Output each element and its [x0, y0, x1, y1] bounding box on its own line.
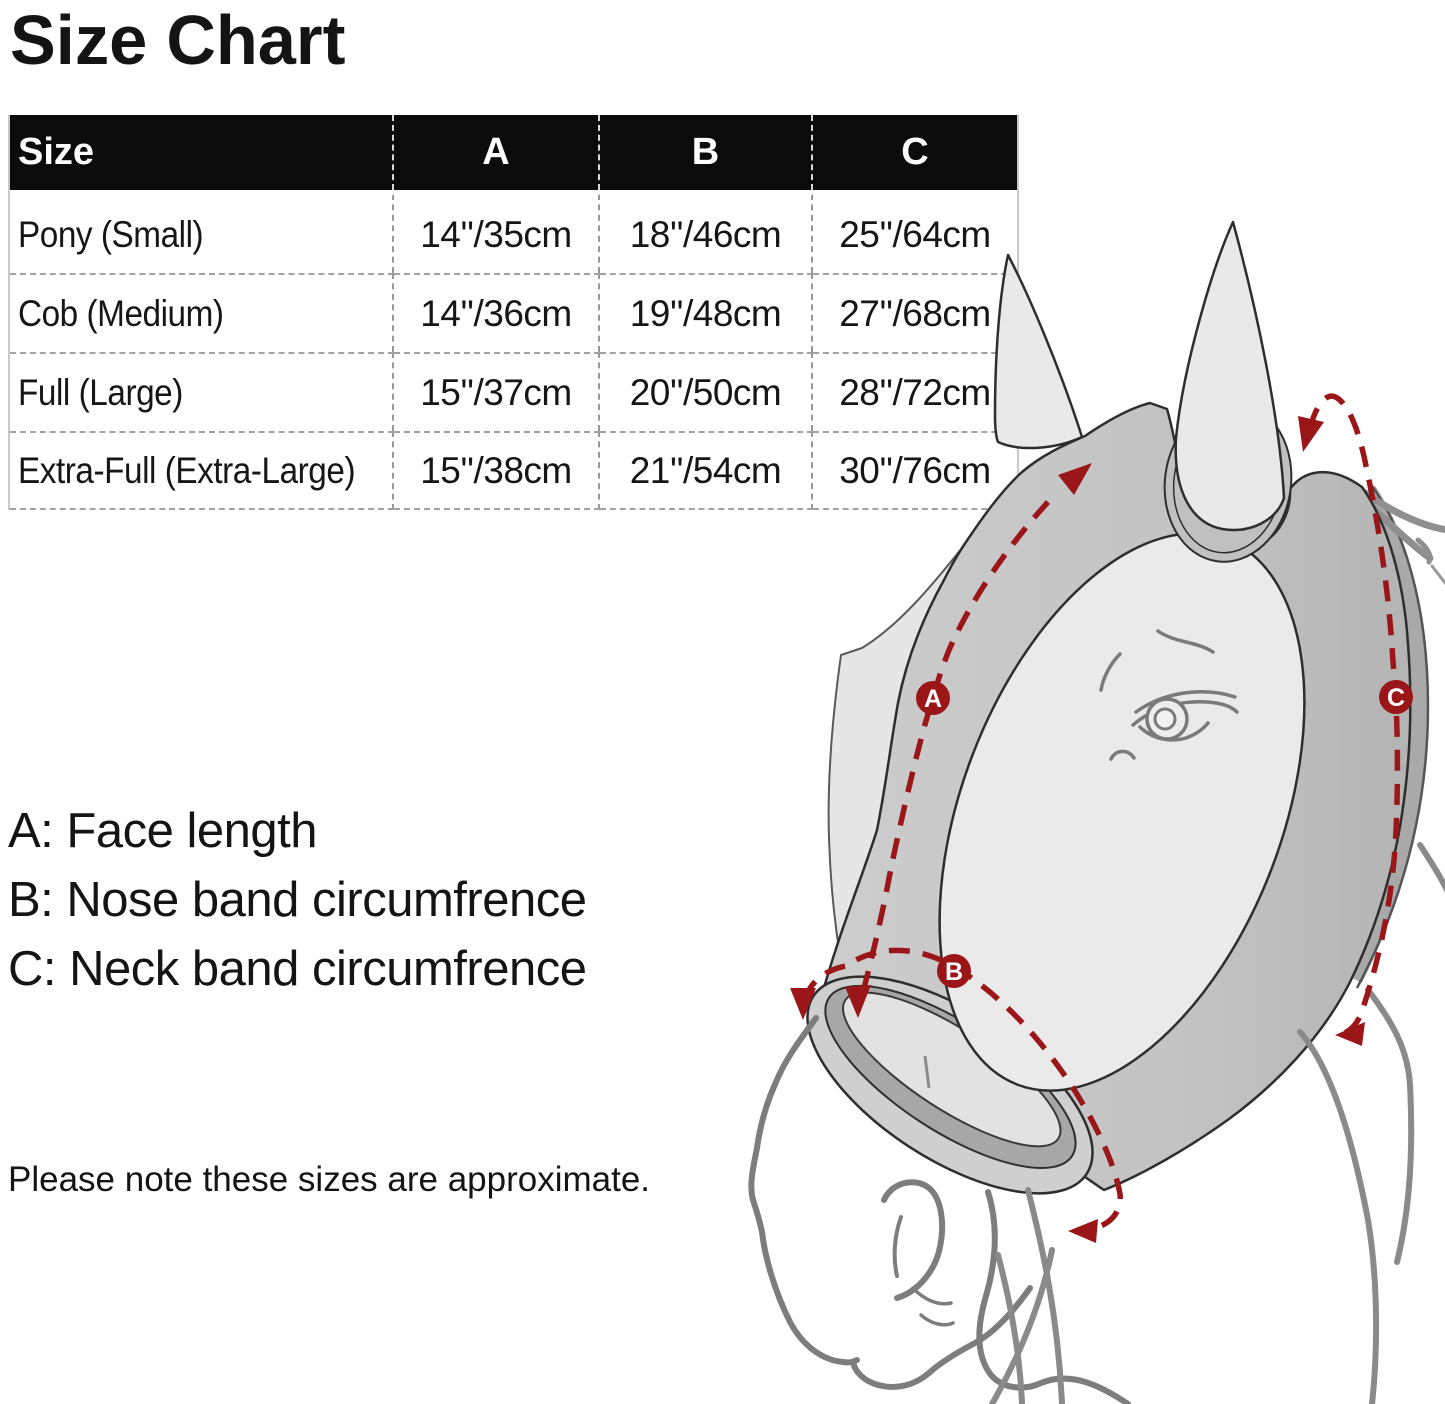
- table-header-size: Size: [10, 115, 394, 190]
- measurement-legend: A: Face length B: Nose band circumfrence…: [8, 797, 587, 1004]
- table-header-c: C: [813, 115, 1017, 190]
- table-cell: 14''/35cm: [394, 194, 600, 273]
- table-cell: 25''/64cm: [813, 194, 1017, 273]
- horse-eye: [1099, 629, 1239, 761]
- marker-b: B: [937, 954, 971, 988]
- size-name: Full (Large): [18, 371, 183, 413]
- muzzle-shading-line: [923, 1055, 931, 1089]
- table-cell: Pony (Small): [10, 194, 394, 273]
- size-name: Extra-Full (Extra-Large): [18, 449, 356, 491]
- forelock-strands: [1352, 483, 1445, 586]
- table-cell: Extra-Full (Extra-Large): [10, 431, 394, 510]
- legend-item-c: C: Neck band circumfrence: [8, 942, 587, 996]
- page-title: Size Chart: [10, 1, 346, 79]
- size-name: Cob (Medium): [18, 292, 224, 334]
- legend-item-a: A: Face length: [8, 804, 317, 858]
- measurement-arrows: [803, 393, 1401, 1233]
- marker-c-letter: C: [1387, 684, 1405, 712]
- mane-strands: [989, 842, 1445, 1404]
- table-cell: 28''/72cm: [813, 352, 1017, 431]
- horse-muzzle: [748, 1015, 1131, 1404]
- nose-band: [806, 975, 1094, 1195]
- size-table: Size A B C Pony (Small) 14''/35cm 18''/4…: [8, 115, 1019, 510]
- table-cell: Cob (Medium): [10, 273, 394, 352]
- table-cell: 14''/36cm: [394, 273, 600, 352]
- table-cell: 20''/50cm: [600, 352, 813, 431]
- table-cell: Full (Large): [10, 352, 394, 431]
- neck-outline: [1355, 485, 1430, 989]
- marker-a-letter: A: [924, 685, 942, 713]
- approximate-note: Please note these sizes are approximate.: [8, 1160, 651, 1199]
- table-cell: 15''/38cm: [394, 431, 600, 510]
- table-header-a: A: [394, 115, 600, 190]
- horse-cheek: [827, 547, 963, 1031]
- marker-b-letter: B: [945, 958, 963, 986]
- measure-c-line: [1307, 393, 1401, 1037]
- nostril: [881, 1179, 946, 1301]
- table-cell: 18''/46cm: [600, 194, 813, 273]
- arrowheads: [790, 416, 1365, 1243]
- table-header-b: B: [600, 115, 813, 190]
- eye-panel: [938, 532, 1306, 1092]
- horse-ears: [993, 220, 1286, 532]
- measure-a-line: [859, 500, 1051, 997]
- marker-a: A: [916, 681, 950, 715]
- right-ear: [1174, 220, 1286, 532]
- table-cell: 30''/76cm: [813, 431, 1017, 510]
- table-cell: 19''/48cm: [600, 273, 813, 352]
- table-cell: 21''/54cm: [600, 431, 813, 510]
- fly-mask-body: [818, 401, 1412, 1192]
- table-cell: 15''/37cm: [394, 352, 600, 431]
- measure-b-line: [803, 947, 1123, 1233]
- legend-item-b: B: Nose band circumfrence: [8, 873, 587, 927]
- neck-stripe: [1342, 485, 1429, 984]
- ear-hole-rim: [1163, 401, 1293, 563]
- size-name: Pony (Small): [18, 213, 204, 255]
- marker-c: C: [1379, 680, 1413, 714]
- table-cell: 27''/68cm: [813, 273, 1017, 352]
